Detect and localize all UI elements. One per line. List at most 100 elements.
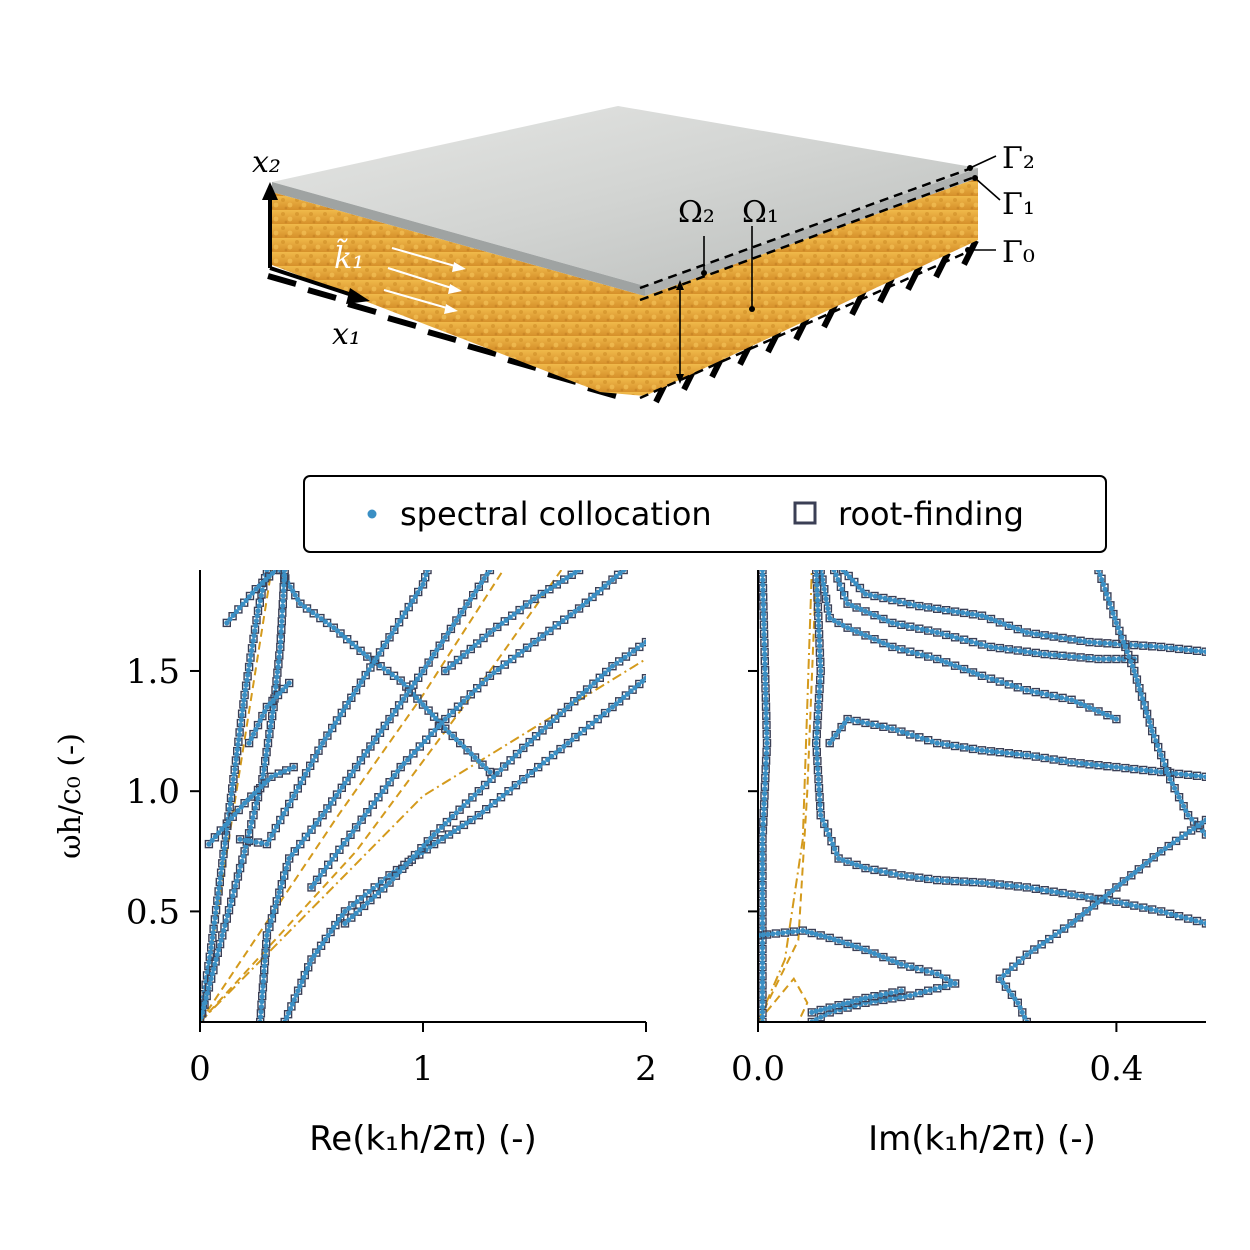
spectral-point [229, 786, 235, 792]
spectral-point [1195, 823, 1201, 829]
root-finding-point [589, 679, 598, 688]
spectral-point [439, 638, 446, 645]
spectral-point [1086, 655, 1092, 661]
spectral-point [277, 770, 283, 776]
root-finding-point [290, 847, 299, 856]
spectral-point [265, 742, 271, 749]
spectral-point [431, 841, 437, 847]
spectral-point [519, 605, 525, 611]
spectral-point [322, 936, 328, 943]
spectral-point [353, 764, 359, 770]
spectral-point [234, 746, 240, 753]
spectral-point [1062, 635, 1068, 642]
spectral-point [564, 615, 570, 621]
spectral-point [822, 591, 828, 597]
spectral-point [258, 1009, 264, 1015]
root-finding-point [474, 811, 483, 820]
spectral-point [276, 889, 282, 895]
spectral-point [478, 580, 485, 586]
spectral-point [320, 740, 326, 746]
spectral-point [934, 629, 940, 636]
spectral-point [818, 570, 824, 573]
spectral-point [288, 797, 294, 804]
spectral-point [207, 980, 213, 987]
spectral-point [762, 786, 768, 792]
spectral-point [572, 608, 578, 615]
root-finding-point [446, 624, 456, 634]
spectral-point [517, 748, 523, 755]
spectral-point [763, 720, 770, 726]
spectral-point [1203, 774, 1206, 780]
spectral-point [273, 570, 279, 573]
spectral-point [224, 620, 230, 626]
spectral-point [815, 704, 822, 710]
spectral-point [253, 839, 259, 845]
spectral-point [222, 922, 228, 929]
spectral-point [1112, 641, 1118, 647]
spectral-point [293, 992, 299, 998]
spectral-point [550, 718, 556, 724]
root-finding-point [424, 658, 433, 667]
spectral-point [448, 626, 454, 632]
root-finding-point [340, 907, 350, 916]
spectral-point [909, 649, 915, 655]
spectral-point [278, 884, 284, 891]
spectral-point [342, 908, 348, 915]
root-finding-point [228, 612, 237, 621]
spectral-point [1061, 653, 1067, 659]
spectral-point [389, 630, 395, 636]
spectral-point [1156, 747, 1162, 753]
spectral-point [268, 723, 274, 729]
spectral-point [898, 961, 905, 967]
spectral-point [1074, 892, 1080, 899]
spectral-point [314, 820, 320, 826]
spectral-point [332, 852, 338, 858]
spectral-point [207, 954, 213, 961]
spectral-point [893, 989, 899, 995]
spectral-point [904, 623, 910, 629]
spectral-point [759, 900, 766, 907]
spectral-point [264, 704, 270, 710]
root-finding-point [460, 650, 469, 659]
spectral-point [1083, 894, 1090, 900]
spectral-point [346, 917, 352, 923]
spectral-point [759, 979, 766, 986]
root-finding-point [1082, 907, 1091, 916]
root-finding-point [429, 830, 439, 839]
spectral-point [212, 834, 218, 840]
spectral-point [487, 673, 493, 679]
spectral-point [365, 808, 371, 814]
spectral-point [361, 752, 368, 758]
analytic-dashed-curve-0 [200, 570, 505, 1022]
root-finding-point [463, 746, 472, 755]
spectral-point [598, 586, 605, 592]
root-finding-point [493, 768, 503, 777]
spectral-point [417, 672, 423, 678]
spectral-point [1083, 908, 1090, 915]
spectral-point [271, 908, 277, 915]
x-tick-label: 0 [189, 1049, 211, 1089]
spectral-point [320, 812, 326, 818]
legend-root-label: root-finding [838, 495, 1024, 533]
spectral-point [836, 855, 842, 862]
spectral-point [904, 648, 910, 654]
spectral-point [759, 871, 766, 877]
spectral-point [259, 713, 265, 719]
spectral-point [1193, 648, 1199, 654]
root-finding-point [447, 708, 456, 718]
spectral-point [899, 622, 906, 628]
spectral-point [314, 948, 320, 955]
spectral-point [289, 1001, 295, 1007]
legend-spectral-marker [367, 509, 377, 519]
spectral-point [346, 637, 352, 644]
spectral-point [919, 652, 925, 658]
root-finding-point [258, 578, 267, 587]
spectral-point [245, 672, 251, 678]
root-finding-point [530, 637, 539, 647]
root-finding-point [995, 974, 1005, 983]
spectral-point [249, 819, 255, 826]
spectral-point [202, 1000, 208, 1006]
spectral-point [232, 766, 238, 772]
spectral-point [1009, 750, 1015, 757]
spectral-point [814, 756, 820, 762]
